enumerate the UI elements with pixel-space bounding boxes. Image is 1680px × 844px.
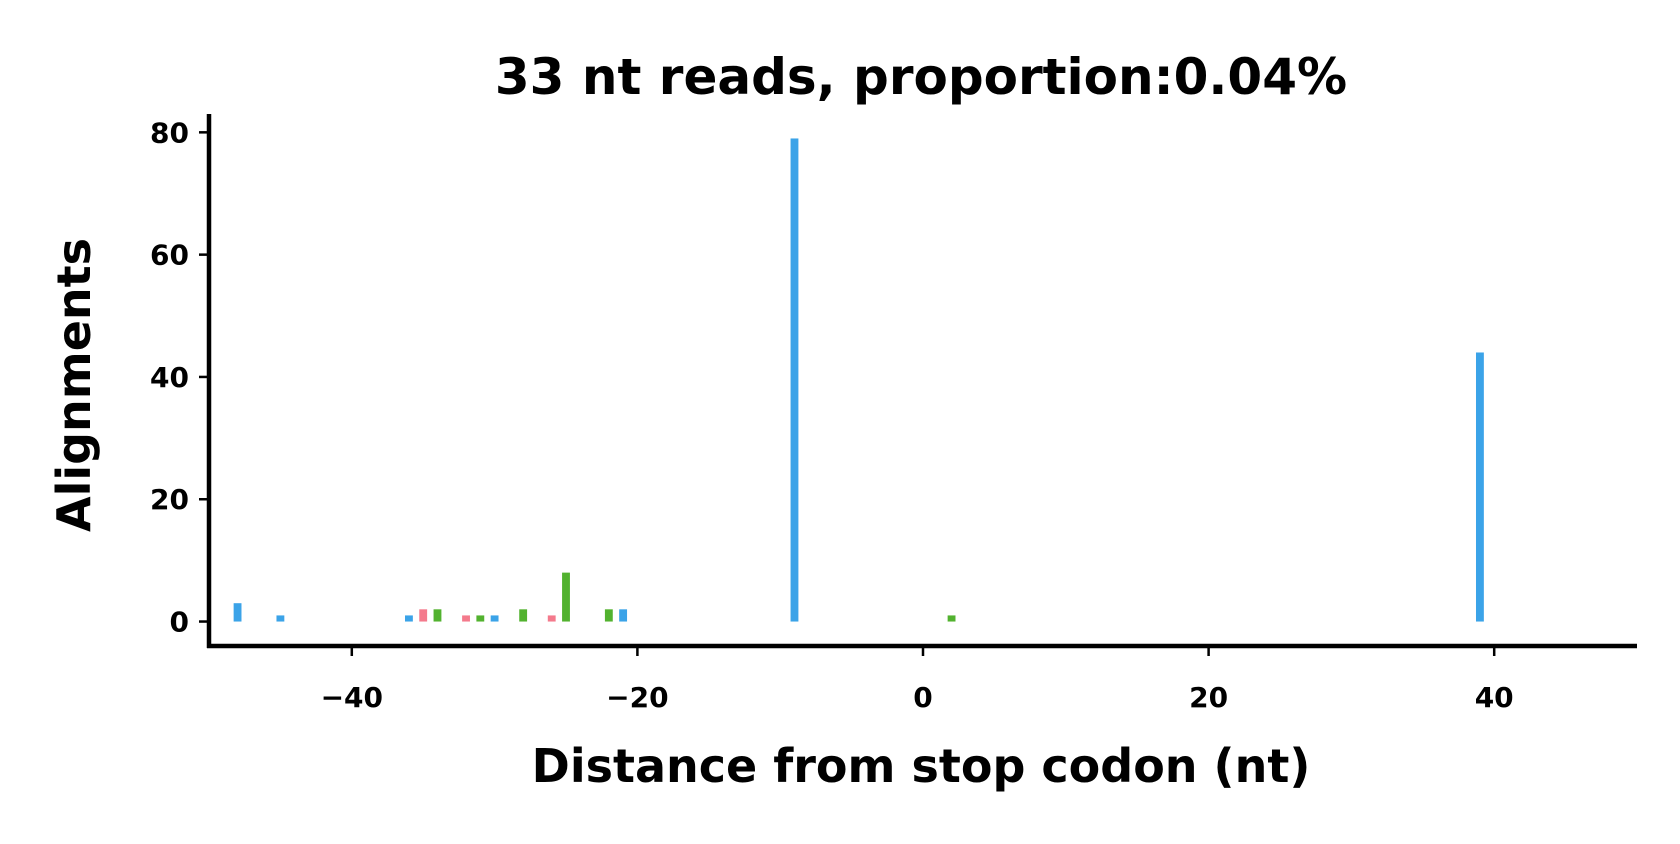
- bar: [547, 615, 556, 622]
- y-tick-label: 0: [170, 606, 189, 639]
- bar: [1475, 352, 1484, 622]
- bar: [476, 615, 485, 622]
- bar: [462, 615, 470, 622]
- chart-title: 33 nt reads, proportion:0.04%: [495, 48, 1347, 106]
- x-tick-label: 20: [1189, 681, 1228, 714]
- bar: [562, 572, 570, 622]
- bar: [404, 615, 413, 622]
- y-tick-label: 80: [150, 116, 189, 149]
- x-tick-label: −40: [321, 681, 383, 714]
- bar: [276, 615, 285, 622]
- bar: [619, 609, 628, 622]
- bar: [790, 138, 799, 622]
- bar: [947, 615, 956, 622]
- x-tick-label: 40: [1475, 681, 1514, 714]
- y-tick-label: 60: [150, 239, 189, 272]
- x-axis-label: Distance from stop codon (nt): [532, 739, 1311, 793]
- x-tick-label: 0: [913, 681, 932, 714]
- y-ticks: 0 20 40 60 80: [150, 116, 209, 639]
- x-ticks: −40 −20 0 20 40: [321, 646, 1514, 714]
- y-axis-label: Alignments: [47, 238, 101, 532]
- bars: [233, 138, 1484, 622]
- y-tick-label: 20: [150, 483, 189, 516]
- x-tick-label: −20: [606, 681, 668, 714]
- bar: [604, 609, 613, 622]
- bar: [433, 609, 442, 622]
- bar: [233, 603, 242, 622]
- bar: [519, 609, 528, 622]
- y-tick-label: 40: [150, 361, 189, 394]
- bar: [419, 609, 428, 622]
- bar: [490, 615, 499, 622]
